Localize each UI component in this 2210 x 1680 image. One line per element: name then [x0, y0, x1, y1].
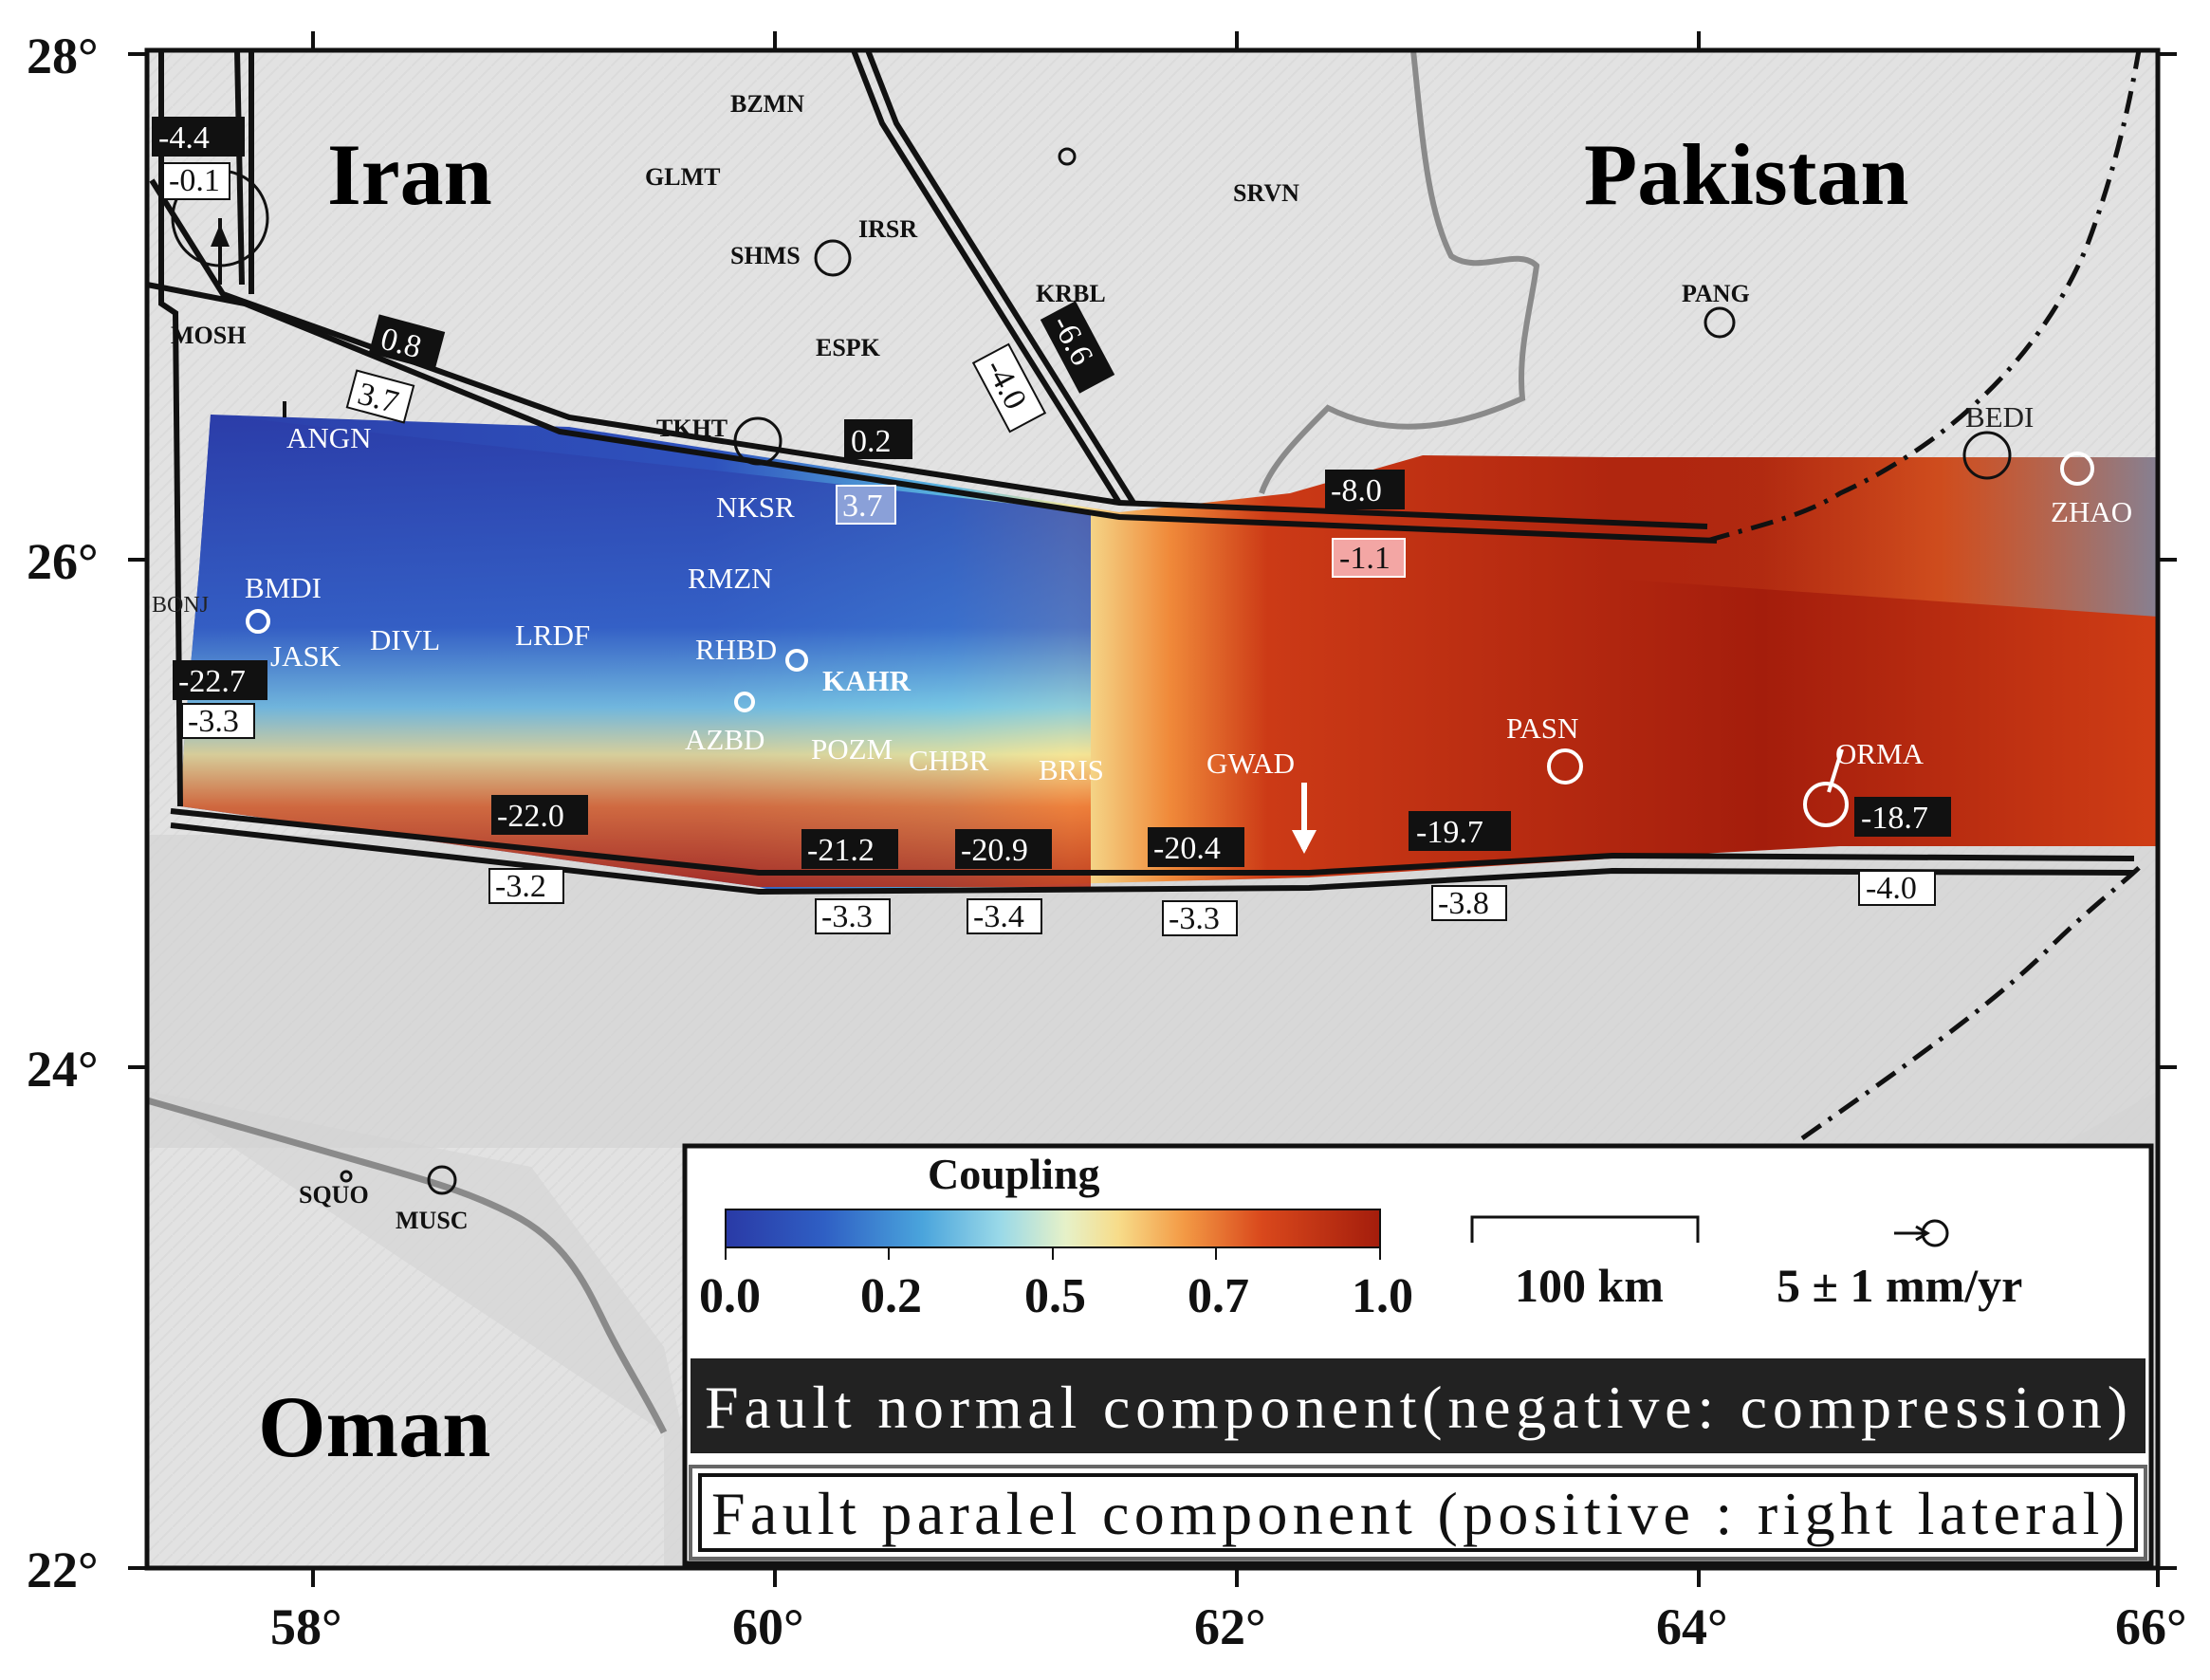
station-glmt: GLMT — [645, 163, 720, 191]
parallel-label-1: -0.1 — [169, 163, 220, 198]
parallel-label-9: -3.4 — [973, 899, 1024, 934]
station-pang: PANG — [1682, 280, 1750, 307]
lat-tick-24: 24° — [27, 1041, 99, 1098]
axis-ticks — [128, 31, 2177, 1587]
station-gwad: GWAD — [1206, 747, 1295, 780]
station-pozm: POZM — [811, 732, 893, 766]
normal-label-9: -20.9 — [961, 833, 1028, 868]
lon-tick-58: 58° — [270, 1598, 342, 1655]
station-nksr: NKSR — [716, 490, 795, 524]
lon-tick-66: 66° — [2115, 1598, 2187, 1655]
normal-label-7: -22.0 — [497, 799, 564, 834]
parallel-label-11: -3.8 — [1438, 886, 1489, 921]
parallel-label-12: -4.0 — [1866, 871, 1917, 906]
station-irsr: IRSR — [858, 215, 917, 243]
lat-tick-22: 22° — [27, 1542, 99, 1598]
coupling-strip-west-shade — [180, 415, 1091, 887]
scale-bar-label: 100 km — [1515, 1259, 1664, 1312]
station-kahr: KAHR — [822, 664, 912, 697]
normal-label-8: -21.2 — [807, 833, 875, 868]
station-srvn: SRVN — [1233, 179, 1299, 207]
coupling-strip-north-shade — [1612, 457, 2158, 617]
station-jask: JASK — [270, 639, 341, 673]
station-azbd: AZBD — [685, 723, 764, 756]
normal-label-10: -20.4 — [1153, 831, 1221, 866]
lon-tick-64: 64° — [1656, 1598, 1728, 1655]
station-orma: ORMA — [1835, 737, 1925, 770]
station-zhao: ZHAO — [2051, 495, 2132, 528]
station-rmzn: RMZN — [688, 562, 773, 595]
station-bzmn: BZMN — [730, 90, 804, 118]
oman-coastline — [146, 1097, 668, 1434]
station-lrdf: LRDF — [515, 618, 590, 652]
station-divl: DIVL — [370, 623, 440, 656]
colorbar-tick-1: 0.2 — [860, 1269, 922, 1323]
station-bonj: BONJ — [152, 593, 209, 618]
station-pasn: PASN — [1506, 711, 1578, 745]
velocity-scale-label: 5 ± 1 mm/yr — [1777, 1259, 2022, 1312]
velocity-arrows — [211, 218, 1844, 854]
colorbar-tick-3: 0.7 — [1188, 1269, 1249, 1323]
iran-pakistan-border — [1259, 49, 1540, 495]
station-espk: ESPK — [816, 334, 881, 361]
scale-bar — [1470, 1215, 1700, 1243]
station-krbl: KRBL — [1036, 280, 1106, 307]
station-musc: MUSC — [396, 1207, 469, 1234]
station-mosh: MOSH — [171, 322, 246, 349]
colorbar-tick-0: 0.0 — [699, 1269, 761, 1323]
parallel-label-4: 3.7 — [842, 489, 883, 524]
legend: Coupling 0.0 0.2 0.5 0.7 1.0 100 km 5 ± … — [682, 1143, 2154, 1566]
normal-label-6: -22.7 — [178, 664, 246, 699]
lat-tick-28: 28° — [27, 28, 99, 84]
station-angn: ANGN — [286, 421, 372, 454]
normal-label-4: 0.2 — [851, 424, 892, 459]
normal-label-11: -19.7 — [1416, 815, 1483, 850]
station-rhbd: RHBD — [695, 633, 777, 666]
map-frame — [144, 47, 2161, 1571]
lon-tick-62: 62° — [1194, 1598, 1266, 1655]
normal-label-5: -8.0 — [1331, 473, 1382, 508]
normal-label-12: -18.7 — [1861, 801, 1928, 836]
normal-label-1: -4.4 — [158, 120, 210, 156]
station-bmdi: BMDI — [245, 571, 322, 604]
country-iran: Iran — [327, 126, 492, 223]
velocity-scale-icon — [1894, 1219, 1949, 1247]
country-pakistan: Pakistan — [1584, 126, 1909, 223]
normal-component-text: Fault normal component(negative: compres… — [705, 1374, 2127, 1441]
dash-dot-faults — [1706, 49, 2146, 1141]
colorbar-tick-4: 1.0 — [1352, 1269, 1413, 1323]
lat-tick-26: 26° — [27, 533, 99, 590]
coupling-colorbar — [725, 1209, 1381, 1248]
station-markers-light — [246, 452, 2094, 827]
station-bris: BRIS — [1039, 753, 1104, 786]
parallel-component-labels: -0.1 3.7 -4.0 3.7 -1.1 -3.3 -3.2 -3.3 -3… — [162, 162, 1936, 936]
parallel-label-6: -3.3 — [188, 704, 239, 739]
station-tkht: TKHT — [656, 415, 727, 442]
parallel-label-10: -3.3 — [1169, 901, 1220, 936]
lon-tick-60: 60° — [732, 1598, 804, 1655]
station-chbr: CHBR — [909, 744, 989, 777]
normal-component-band — [691, 1358, 2146, 1453]
station-bedi: BEDI — [1965, 400, 2034, 434]
station-shms: SHMS — [730, 242, 801, 269]
parallel-label-8: -3.3 — [821, 899, 873, 934]
parallel-label-5: -1.1 — [1339, 541, 1390, 576]
parallel-component-band — [689, 1465, 2147, 1560]
parallel-label-7: -3.2 — [495, 869, 546, 904]
station-squo: SQUO — [299, 1181, 369, 1209]
country-oman: Oman — [258, 1378, 490, 1475]
legend-title: Coupling — [928, 1150, 1100, 1198]
colorbar-tick-2: 0.5 — [1024, 1269, 1086, 1323]
